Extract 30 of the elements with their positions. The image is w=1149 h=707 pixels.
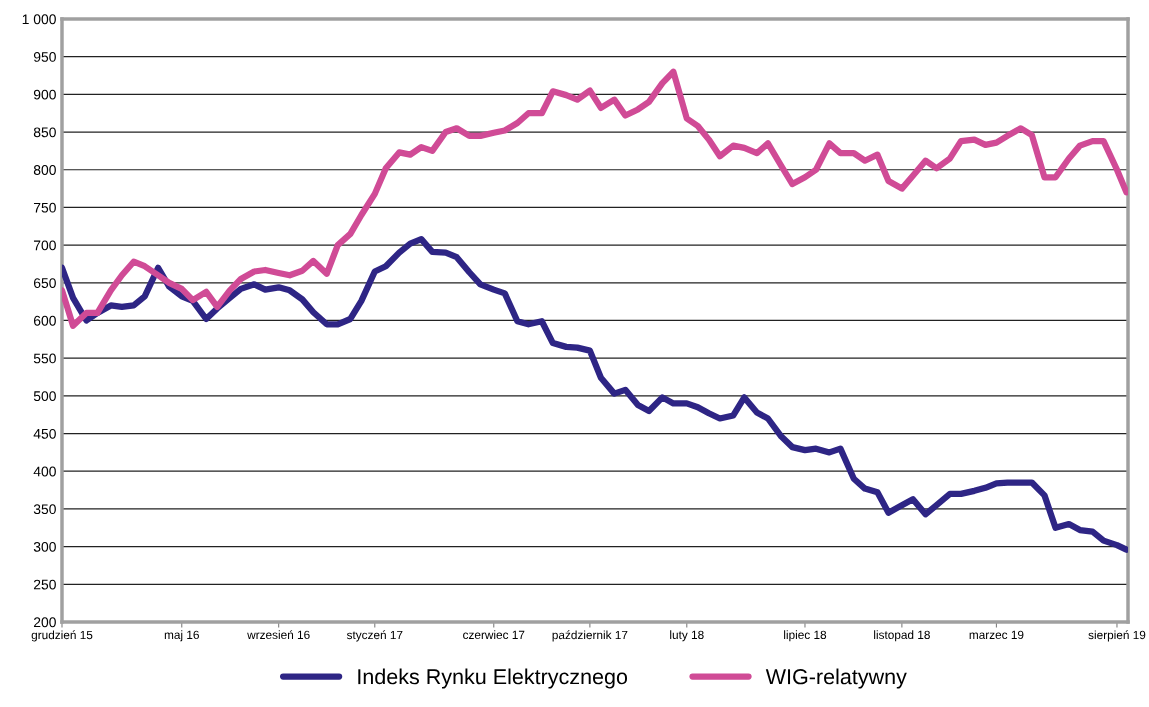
y-tick-label: 500 xyxy=(33,391,56,402)
x-tick-label: grudzień 15 xyxy=(31,630,93,642)
y-tick-label: 300 xyxy=(33,541,56,552)
x-tick-label: czerwiec 17 xyxy=(463,630,525,639)
x-tick-label: marzec 19 xyxy=(969,630,1024,639)
x-tick-label: styczeń 17 xyxy=(346,630,403,642)
y-tick-label: 650 xyxy=(33,278,56,288)
legend-label: WIG-relatywny xyxy=(765,668,907,689)
x-tick-label: lipiec 18 xyxy=(784,630,827,642)
x-tick-label: sierpień 19 xyxy=(1088,630,1146,642)
x-tick-label: listopad 18 xyxy=(874,630,930,642)
y-tick-label: 350 xyxy=(33,504,56,515)
x-tick-label: maj 16 xyxy=(164,630,199,642)
y-tick-label: 700 xyxy=(33,240,56,251)
y-tick-label: 950 xyxy=(33,52,56,62)
x-tick-label: wrzesień 16 xyxy=(247,630,310,639)
y-tick-label: 450 xyxy=(33,428,56,439)
x-tick-label: luty 18 xyxy=(670,630,704,642)
y-tick-label: 250 xyxy=(33,579,56,590)
y-tick-label: 550 xyxy=(33,353,56,364)
y-tick-label: 600 xyxy=(33,315,56,326)
legend-label: Indeks Rynku Elektrycznego xyxy=(358,668,628,689)
y-tick-label: 1 000 xyxy=(22,14,56,25)
y-tick-label: 900 xyxy=(33,89,56,100)
y-tick-label: 850 xyxy=(33,127,56,138)
y-tick-label: 400 xyxy=(33,466,56,477)
y-tick-label: 750 xyxy=(33,202,56,213)
y-tick-label: 800 xyxy=(33,165,56,175)
x-tick-label: październik 17 xyxy=(552,630,628,642)
y-tick-label: 200 xyxy=(33,617,56,628)
